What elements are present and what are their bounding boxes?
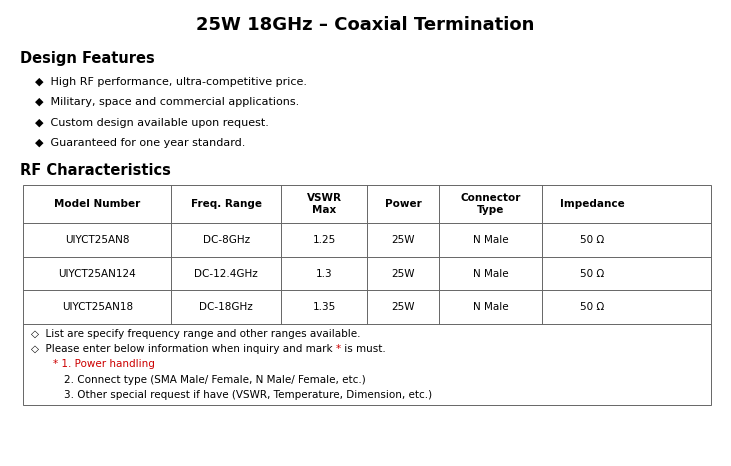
- Text: ◇  List are specify frequency range and other ranges available.: ◇ List are specify frequency range and o…: [31, 329, 360, 338]
- Text: Connector
Type: Connector Type: [461, 193, 520, 215]
- Text: ◆  Guaranteed for one year standard.: ◆ Guaranteed for one year standard.: [35, 138, 246, 148]
- Text: Freq. Range: Freq. Range: [191, 199, 262, 209]
- Text: 2. Connect type (SMA Male/ Female, N Male/ Female, etc.): 2. Connect type (SMA Male/ Female, N Mal…: [64, 375, 366, 384]
- Text: DC-8GHz: DC-8GHz: [202, 235, 250, 245]
- Text: N Male: N Male: [473, 235, 509, 245]
- Text: 50 Ω: 50 Ω: [580, 235, 604, 245]
- Text: Design Features: Design Features: [20, 51, 155, 66]
- Text: ◆  High RF performance, ultra-competitive price.: ◆ High RF performance, ultra-competitive…: [35, 77, 307, 87]
- Text: ◆  Military, space and commercial applications.: ◆ Military, space and commercial applica…: [35, 97, 299, 107]
- Text: 1.3: 1.3: [316, 268, 333, 279]
- Text: RF Characteristics: RF Characteristics: [20, 163, 171, 178]
- Text: is must.: is must.: [341, 344, 385, 354]
- Text: N Male: N Male: [473, 268, 509, 279]
- Text: 25W: 25W: [391, 268, 414, 279]
- Text: UIYCT25AN124: UIYCT25AN124: [58, 268, 136, 279]
- Text: *: *: [336, 344, 341, 354]
- Text: UIYCT25AN18: UIYCT25AN18: [61, 302, 133, 312]
- Text: 3. Other special request if have (VSWR, Temperature, Dimension, etc.): 3. Other special request if have (VSWR, …: [64, 390, 432, 400]
- Bar: [23, 185, 711, 405]
- Text: 1.25: 1.25: [312, 235, 336, 245]
- Text: * 1. Power handling: * 1. Power handling: [53, 359, 154, 369]
- Text: 1.35: 1.35: [312, 302, 336, 312]
- Text: 25W 18GHz – Coaxial Termination: 25W 18GHz – Coaxial Termination: [197, 16, 534, 34]
- Text: Power: Power: [385, 199, 421, 209]
- Text: VSWR
Max: VSWR Max: [306, 193, 341, 215]
- Text: 50 Ω: 50 Ω: [580, 268, 604, 279]
- Text: UIYCT25AN8: UIYCT25AN8: [65, 235, 129, 245]
- Text: 25W: 25W: [391, 302, 414, 312]
- Text: ◇  Please enter below information when inquiry and mark: ◇ Please enter below information when in…: [31, 344, 336, 354]
- Text: N Male: N Male: [473, 302, 509, 312]
- Text: DC-12.4GHz: DC-12.4GHz: [194, 268, 258, 279]
- Text: Model Number: Model Number: [54, 199, 140, 209]
- Text: DC-18GHz: DC-18GHz: [200, 302, 253, 312]
- Text: ◆  Custom design available upon request.: ◆ Custom design available upon request.: [35, 118, 269, 128]
- Text: Impedance: Impedance: [560, 199, 624, 209]
- Text: 25W: 25W: [391, 235, 414, 245]
- Text: 50 Ω: 50 Ω: [580, 302, 604, 312]
